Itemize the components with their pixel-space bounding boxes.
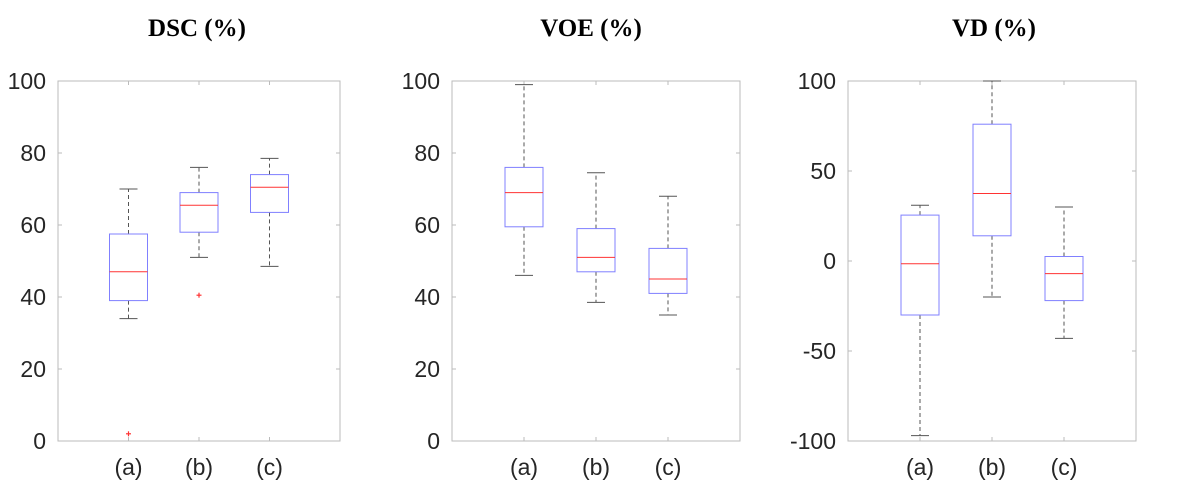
box-(a) bbox=[504, 84, 544, 276]
y-tick-label: 0 bbox=[823, 248, 836, 274]
box-(a) bbox=[109, 188, 148, 437]
y-tick-label: 20 bbox=[414, 356, 440, 382]
box-(c) bbox=[250, 157, 289, 267]
box-(a) bbox=[900, 204, 940, 437]
box-(c) bbox=[648, 195, 688, 316]
y-tick-label: 80 bbox=[414, 140, 440, 166]
y-tick-label: 40 bbox=[20, 284, 46, 310]
y-tick-label: -50 bbox=[803, 338, 836, 364]
plot-frame bbox=[57, 80, 341, 442]
x-tick-label: (b) bbox=[582, 454, 610, 480]
plot-frame bbox=[451, 80, 741, 442]
iqr-box bbox=[250, 174, 289, 213]
y-tick-label: 80 bbox=[20, 140, 46, 166]
iqr-box bbox=[972, 123, 1012, 237]
chart-panel-2: VOE (%) 0 20 40 60 80 100 (a) (b) (c) bbox=[402, 15, 741, 480]
iqr-box bbox=[576, 228, 616, 273]
chart-panel-1: DSC (%) 0 20 40 60 80 100 (a) (b) (c) bbox=[8, 15, 341, 480]
x-tick-label: (a) bbox=[906, 454, 934, 480]
y-tick-label: 0 bbox=[33, 428, 46, 454]
x-tick-label: (c) bbox=[256, 454, 283, 480]
plot-frame bbox=[847, 80, 1137, 442]
chart-title: VD (%) bbox=[952, 15, 1036, 42]
y-tick-label: 100 bbox=[402, 68, 440, 94]
y-tick-label: 20 bbox=[20, 356, 46, 382]
x-tick-label: (c) bbox=[655, 454, 682, 480]
x-tick-label: (b) bbox=[185, 454, 213, 480]
y-tick-label: 60 bbox=[20, 212, 46, 238]
iqr-box bbox=[179, 192, 219, 233]
box-(b) bbox=[972, 80, 1012, 298]
y-tick-label: 60 bbox=[414, 212, 440, 238]
box-(b) bbox=[576, 172, 616, 303]
box-(c) bbox=[1044, 206, 1084, 339]
chart-title: DSC (%) bbox=[148, 15, 246, 42]
x-tick-label: (a) bbox=[510, 454, 538, 480]
chart-title: VOE (%) bbox=[540, 15, 642, 42]
iqr-box bbox=[504, 166, 544, 228]
y-tick-label: -100 bbox=[790, 428, 836, 454]
y-tick-label: 100 bbox=[798, 68, 836, 94]
x-tick-label: (a) bbox=[114, 454, 142, 480]
y-tick-label: 50 bbox=[810, 158, 836, 184]
y-tick-label: 100 bbox=[8, 68, 46, 94]
y-tick-label: 0 bbox=[427, 428, 440, 454]
iqr-box bbox=[109, 233, 148, 302]
x-tick-label: (b) bbox=[978, 454, 1006, 480]
iqr-box bbox=[900, 214, 940, 316]
chart-panel-3: VD (%) -100 -50 0 50 100 (a) (b) (c) bbox=[790, 15, 1137, 480]
y-tick-label: 40 bbox=[414, 284, 440, 310]
iqr-box bbox=[648, 247, 688, 294]
box-(b) bbox=[179, 166, 219, 298]
iqr-box bbox=[1044, 256, 1084, 302]
x-tick-label: (c) bbox=[1051, 454, 1078, 480]
